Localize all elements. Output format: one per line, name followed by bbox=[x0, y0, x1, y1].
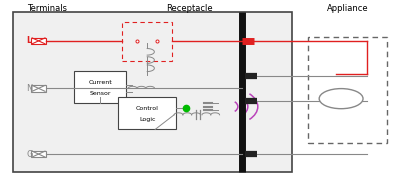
Text: Sensor: Sensor bbox=[90, 91, 111, 96]
FancyBboxPatch shape bbox=[118, 98, 176, 129]
Text: Appliance: Appliance bbox=[327, 4, 368, 13]
Text: Terminals: Terminals bbox=[27, 4, 67, 13]
FancyBboxPatch shape bbox=[122, 22, 172, 61]
FancyBboxPatch shape bbox=[74, 71, 126, 103]
Text: N: N bbox=[27, 84, 33, 93]
Text: G: G bbox=[27, 150, 33, 159]
Text: Current: Current bbox=[88, 80, 112, 85]
Text: Receptacle: Receptacle bbox=[166, 4, 213, 13]
Text: Control: Control bbox=[136, 106, 159, 111]
FancyBboxPatch shape bbox=[31, 151, 46, 157]
FancyBboxPatch shape bbox=[308, 37, 387, 143]
FancyBboxPatch shape bbox=[31, 85, 46, 92]
Text: L: L bbox=[27, 36, 32, 45]
FancyBboxPatch shape bbox=[13, 12, 292, 172]
Text: Logic: Logic bbox=[139, 117, 156, 122]
FancyBboxPatch shape bbox=[31, 38, 46, 44]
Circle shape bbox=[319, 89, 363, 109]
